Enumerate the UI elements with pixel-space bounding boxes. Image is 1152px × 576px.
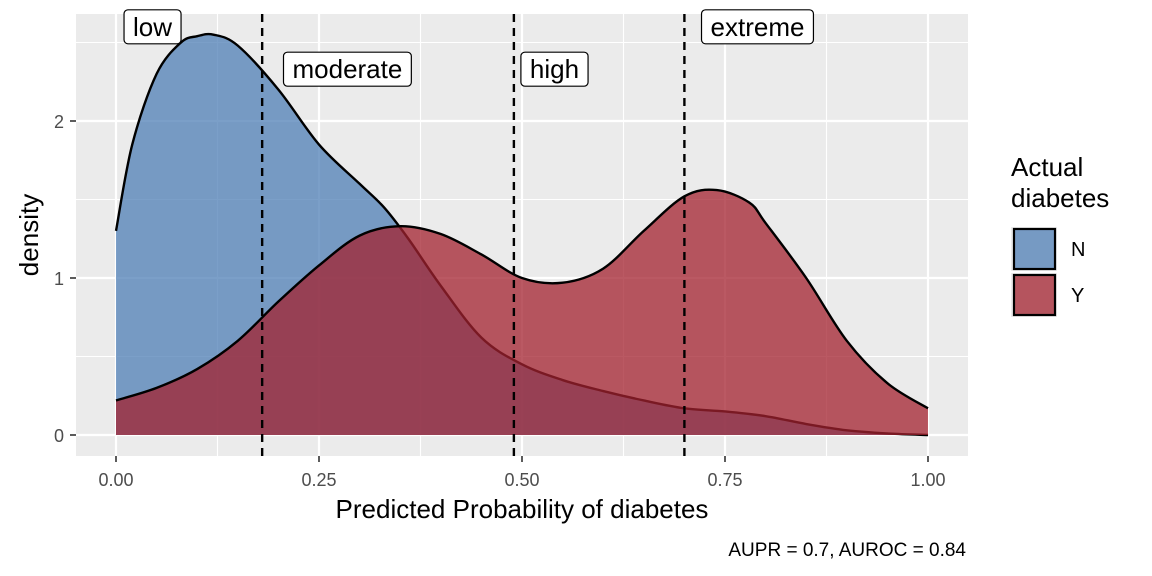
x-tick-label: 0.50 (504, 470, 539, 490)
annotation-low: low (123, 9, 182, 45)
x-tick-label: 0.00 (98, 470, 133, 490)
x-tick-label: 0.75 (707, 470, 742, 490)
axes: 0.00 0.25 0.50 0.75 1.00 0 1 2 (54, 112, 946, 490)
y-axis-title: density (14, 194, 44, 276)
legend-item-N: N (1011, 227, 1085, 271)
density-area-Y (116, 189, 928, 435)
annotation-moderate: moderate (282, 51, 412, 87)
legend: Actual diabetes N Y (1011, 152, 1109, 317)
annotation-text: high (530, 54, 579, 84)
annotation-text: low (133, 12, 172, 42)
legend-title: Actual diabetes (1011, 152, 1109, 213)
y-tick-label: 2 (54, 112, 64, 132)
legend-swatch (1012, 273, 1057, 317)
x-tick-label: 1.00 (910, 470, 945, 490)
threshold-annotations: low moderate high extreme (123, 9, 815, 87)
annotation-text: moderate (292, 54, 402, 84)
annotation-box (520, 51, 589, 87)
threshold-lines (260, 14, 686, 456)
legend-swatch (1012, 227, 1057, 271)
annotation-text: extreme (711, 12, 805, 42)
legend-label: Y (1071, 285, 1084, 307)
legend-label: N (1071, 239, 1085, 261)
x-tick-label: 0.25 (301, 470, 336, 490)
y-tick-label: 1 (54, 269, 64, 289)
annotation-extreme: extreme (700, 9, 815, 45)
y-tick-label: 0 (54, 426, 64, 446)
annotation-box (700, 9, 815, 45)
x-axis-title: Predicted Probability of diabetes (336, 494, 709, 524)
density-curve-Y (115, 188, 929, 410)
annotation-box (123, 9, 182, 45)
legend-item-Y: Y (1011, 273, 1084, 317)
annotation-box (282, 51, 412, 87)
density-areas (114, 32, 929, 437)
annotation-high: high (520, 51, 589, 87)
chart-caption: AUPR = 0.7, AUROC = 0.84 (728, 540, 966, 561)
